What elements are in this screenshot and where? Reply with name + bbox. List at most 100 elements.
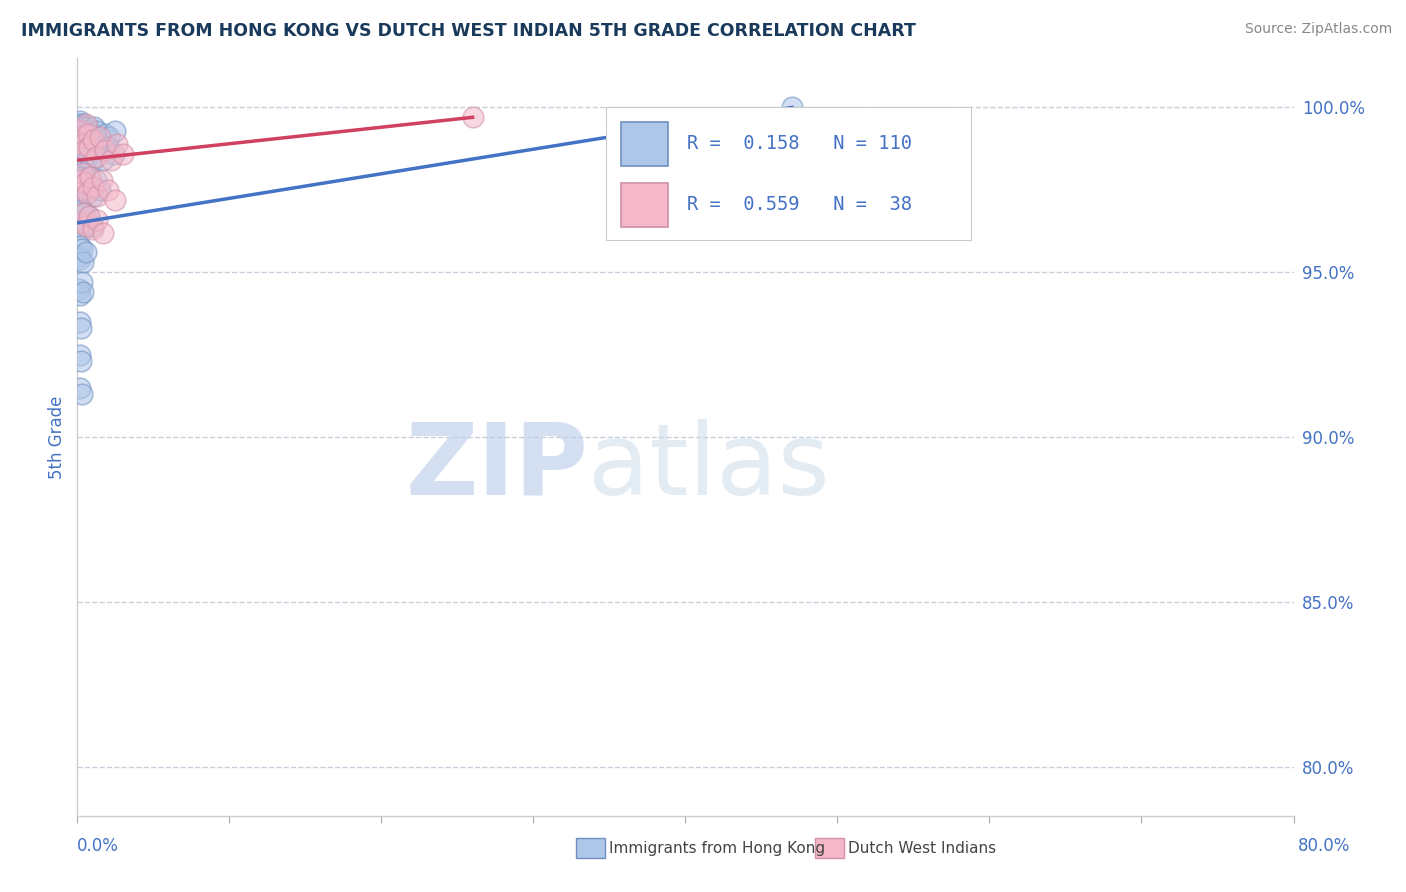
Point <box>73 150 96 164</box>
Point <box>69 153 91 168</box>
Point <box>70 123 93 137</box>
Point <box>69 381 91 395</box>
Point <box>69 219 91 233</box>
Point <box>97 140 120 154</box>
Point <box>69 216 91 230</box>
Point <box>72 285 94 299</box>
Point <box>89 133 111 147</box>
Point <box>69 186 91 201</box>
Text: 0.0%: 0.0% <box>77 837 120 855</box>
Point <box>70 146 93 161</box>
Point <box>76 186 98 201</box>
Point <box>75 216 97 230</box>
Point <box>72 189 94 203</box>
Point <box>70 179 93 194</box>
Point <box>70 120 93 135</box>
Point <box>69 348 91 362</box>
Point <box>82 127 104 141</box>
Point <box>84 173 107 187</box>
Point <box>75 176 97 190</box>
Point <box>73 143 96 157</box>
Point <box>70 354 93 368</box>
Point <box>97 183 120 197</box>
Point <box>67 249 90 263</box>
Point <box>69 173 91 187</box>
Point <box>93 127 115 141</box>
Text: Dutch West Indians: Dutch West Indians <box>848 841 995 855</box>
Point <box>75 245 97 260</box>
Point <box>73 206 96 220</box>
Point <box>72 136 94 151</box>
Point <box>67 216 90 230</box>
Point <box>75 127 97 141</box>
Point <box>69 113 91 128</box>
Point <box>82 189 104 203</box>
Point <box>72 173 94 187</box>
Point <box>77 127 100 141</box>
Point <box>82 222 104 236</box>
Point <box>70 130 93 145</box>
Point <box>70 242 93 256</box>
Point <box>91 153 114 168</box>
Point <box>72 136 94 151</box>
Point <box>72 127 94 141</box>
Point <box>69 315 91 329</box>
Point <box>98 130 121 145</box>
Point <box>69 206 91 220</box>
Point <box>780 100 803 114</box>
Point <box>67 282 90 296</box>
Point <box>86 212 108 227</box>
Point <box>84 130 107 145</box>
Point <box>461 111 484 125</box>
Point <box>77 186 100 201</box>
Point <box>77 130 100 145</box>
Text: ZIP: ZIP <box>405 419 588 516</box>
Point <box>84 150 107 164</box>
Point <box>70 140 93 154</box>
Point <box>67 150 90 164</box>
Point <box>77 209 100 223</box>
Point <box>69 123 91 137</box>
Point <box>105 136 128 151</box>
Point <box>80 179 103 194</box>
Point <box>82 136 104 151</box>
Point <box>90 173 112 187</box>
Point <box>72 222 94 236</box>
Point <box>93 143 115 157</box>
Point <box>73 120 96 135</box>
Text: 80.0%: 80.0% <box>1298 837 1350 855</box>
Point <box>79 209 101 223</box>
Text: IMMIGRANTS FROM HONG KONG VS DUTCH WEST INDIAN 5TH GRADE CORRELATION CHART: IMMIGRANTS FROM HONG KONG VS DUTCH WEST … <box>21 22 915 40</box>
Point <box>70 183 93 197</box>
Point <box>75 117 97 131</box>
Point <box>87 143 110 157</box>
Point <box>69 143 91 157</box>
Point <box>75 153 97 168</box>
Point <box>103 146 125 161</box>
Point <box>77 140 100 154</box>
Point <box>72 117 94 131</box>
Point <box>70 212 93 227</box>
Point <box>72 156 94 170</box>
Point <box>104 123 127 137</box>
Point <box>77 120 100 135</box>
Point <box>70 202 93 217</box>
Point <box>86 123 108 137</box>
Point <box>70 275 93 289</box>
Point <box>89 130 111 145</box>
Point <box>70 387 93 401</box>
Point <box>69 288 91 302</box>
Point <box>75 219 97 233</box>
Y-axis label: 5th Grade: 5th Grade <box>48 395 66 479</box>
Point <box>72 255 94 269</box>
Point <box>75 130 97 145</box>
Point <box>69 239 91 253</box>
Point <box>72 206 94 220</box>
Text: atlas: atlas <box>588 419 830 516</box>
Point <box>79 169 101 184</box>
Point <box>80 133 103 147</box>
Point <box>70 169 93 184</box>
Point <box>79 146 101 161</box>
Point <box>80 156 103 170</box>
Point <box>72 166 94 180</box>
